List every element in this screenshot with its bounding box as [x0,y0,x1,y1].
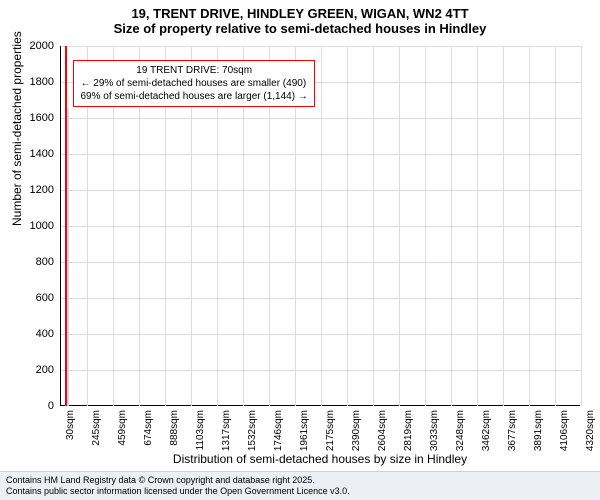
ytick-label: 1600 [14,112,54,124]
highlight-marker-line [65,46,67,406]
annotation-line-2: 69% of semi-detached houses are larger (… [80,90,307,103]
xtick-label: 3677sqm [507,410,518,451]
ytick-label: 2000 [14,40,54,52]
gridline-vertical [425,46,426,406]
chart-title-main: 19, TRENT DRIVE, HINDLEY GREEN, WIGAN, W… [0,0,600,21]
xtick-label: 3891sqm [533,410,544,451]
annotation-line-1: ← 29% of semi-detached houses are smalle… [80,77,307,90]
chart-title-sub: Size of property relative to semi-detach… [0,21,600,40]
footer-attribution: Contains HM Land Registry data © Crown c… [0,471,600,500]
xtick-label: 4106sqm [559,410,570,451]
ytick-label: 800 [14,256,54,268]
ytick-label: 1200 [14,184,54,196]
xtick-label: 4320sqm [585,410,596,451]
x-axis-label: Distribution of semi-detached houses by … [60,452,580,466]
xtick-label: 674sqm [143,410,154,446]
ytick-label: 200 [14,364,54,376]
ytick-label: 400 [14,328,54,340]
xtick-label: 30sqm [65,410,76,440]
ytick-label: 1400 [14,148,54,160]
xtick-label: 2604sqm [377,410,388,451]
xtick-label: 1317sqm [221,410,232,451]
gridline-vertical [529,46,530,406]
xtick-label: 888sqm [169,410,180,446]
xtick-label: 245sqm [91,410,102,446]
xtick-label: 3248sqm [455,410,466,451]
xtick-label: 1961sqm [299,410,310,451]
footer-line-1: Contains HM Land Registry data © Crown c… [6,475,594,486]
annotation-title: 19 TRENT DRIVE: 70sqm [80,64,307,77]
xtick-label: 2175sqm [325,410,336,451]
xtick-label: 3462sqm [481,410,492,451]
gridline-vertical [399,46,400,406]
gridline-vertical [477,46,478,406]
annotation-box: 19 TRENT DRIVE: 70sqm← 29% of semi-detac… [73,60,314,107]
gridline-vertical [373,46,374,406]
plot-area: 020040060080010001200140016001800200030s… [60,46,580,406]
gridline-vertical [347,46,348,406]
xtick-label: 1103sqm [195,410,206,450]
gridline-vertical [321,46,322,406]
xtick-label: 1532sqm [247,410,258,451]
gridline-vertical [451,46,452,406]
y-axis-label: Number of semi-detached properties [10,31,24,226]
gridline-vertical [503,46,504,406]
footer-line-2: Contains public sector information licen… [6,486,594,497]
xtick-label: 2819sqm [403,410,414,451]
ytick-label: 1000 [14,220,54,232]
gridline-vertical [581,46,582,406]
xtick-label: 2390sqm [351,410,362,451]
gridline-vertical [555,46,556,406]
ytick-label: 600 [14,292,54,304]
xtick-label: 1746sqm [273,410,284,451]
ytick-label: 1800 [14,76,54,88]
xtick-label: 459sqm [117,410,128,446]
ytick-label: 0 [14,400,54,412]
xtick-label: 3033sqm [429,410,440,451]
